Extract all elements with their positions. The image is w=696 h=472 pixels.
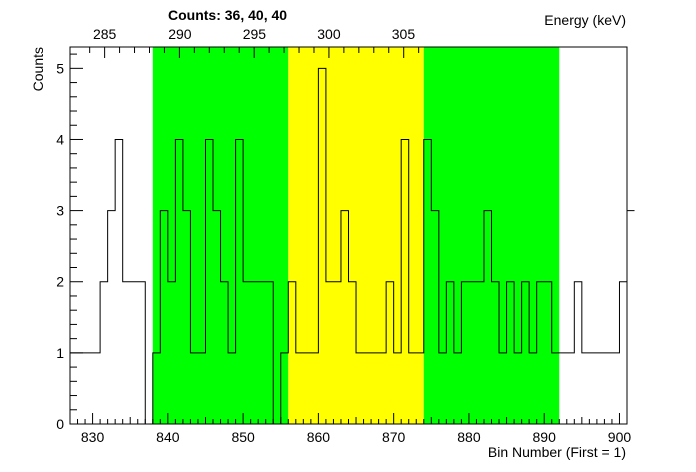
y-axis-title: Counts	[30, 47, 46, 91]
x-tick-label: 840	[156, 429, 180, 445]
x-tick-label: 870	[382, 429, 406, 445]
x-tick-label: 890	[533, 429, 557, 445]
y-tick-label: 0	[56, 416, 64, 432]
x-axis: 830 840 850 860 870 880 890 900	[69, 413, 632, 445]
x2-tick-label: 285	[93, 26, 117, 42]
histogram-steps	[70, 67, 635, 425]
x2-tick-label: 295	[243, 26, 267, 42]
y-tick-label: 1	[56, 345, 64, 361]
y-tick-label: 3	[56, 203, 64, 219]
histogram-line	[70, 67, 635, 425]
x-tick-label: 900	[608, 429, 632, 445]
x-tick-label: 850	[231, 429, 255, 445]
y-tick-label: 4	[56, 131, 64, 147]
chart-title: Counts: 36, 40, 40	[168, 7, 287, 23]
y-tick-label: 5	[56, 60, 64, 76]
x-tick-label: 860	[307, 429, 331, 445]
y-axis: 0 1 2 3 4 5	[56, 53, 83, 432]
x-axis-title: Bin Number (First = 1)	[488, 444, 626, 460]
x2-tick-label: 300	[317, 26, 341, 42]
x-tick-label: 880	[457, 429, 481, 445]
y-tick-label: 2	[56, 274, 64, 290]
x2-tick-label: 290	[168, 26, 192, 42]
energy-axis-title: Energy (keV)	[544, 12, 626, 28]
x2-tick-label: 305	[392, 26, 416, 42]
region-bands	[152, 47, 560, 424]
top-energy-axis: 285 290 295 300 305	[89, 26, 420, 58]
x-tick-label: 830	[81, 429, 105, 445]
region-band-1	[288, 47, 424, 424]
